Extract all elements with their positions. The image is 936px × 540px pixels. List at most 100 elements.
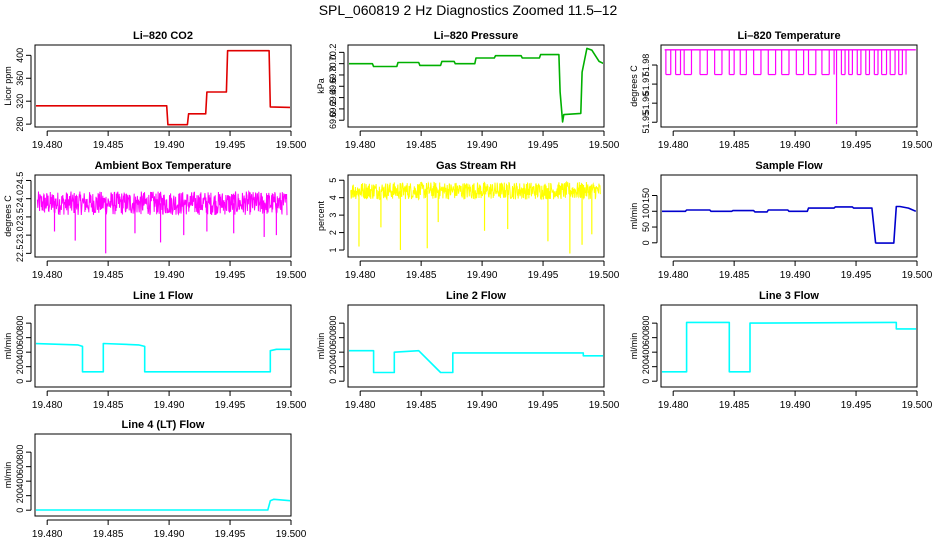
x-tick-label: 19.490 [154,529,185,540]
x-tick-label: 19.495 [841,270,872,281]
series-group [36,498,290,511]
y-tick-label: 2 [328,230,338,235]
chart-title: Line 3 Flow [759,290,819,302]
x-tick-label: 19.490 [467,140,498,151]
x-tick-label: 19.490 [780,270,811,281]
series-line [349,349,603,374]
y-tick-label: 800 [15,445,25,460]
x-tick-label: 19.495 [215,400,246,411]
chart-panel: Line 1 Flow 19.480 19.485 19.490 19.495 19.50… [3,290,307,411]
y-tick-label: 0 [641,379,651,384]
plot-frame [347,44,605,128]
x-tick-label: 19.490 [467,270,498,281]
x-tick-label: 19.495 [841,400,872,411]
chart-title: Line 2 Flow [446,290,506,302]
chart-title: Line 4 (LT) Flow [122,419,205,431]
y-tick-label: 400 [15,474,25,489]
series-group [349,349,603,374]
plot-frame [34,44,292,128]
x-tick-label: 19.485 [406,270,437,281]
y-tick-label: 0 [328,379,338,384]
series-group [350,180,601,254]
y-tick-label: 200 [328,359,338,374]
chart-panel: Gas Stream RH 19.480 19.485 19.490 19.495 19.… [316,160,620,281]
series-band [350,180,601,201]
y-tick-label: 600 [328,330,338,345]
y-tick-label: 0 [641,240,651,245]
plot-frame [347,304,605,388]
y-tick-label: 200 [641,359,651,374]
y-tick-label: 51.98 [641,54,651,77]
chart-title: Gas Stream RH [436,160,516,172]
series-line [36,49,290,126]
y-tick-label: 69.0 [328,111,338,129]
x-tick-label: 19.480 [32,270,63,281]
y-tick-label: 800 [328,316,338,331]
y-tick-label: 1 [328,248,338,253]
chart-title: Li–820 Temperature [737,30,840,42]
y-tick-label: 280 [15,117,25,132]
x-tick-label: 19.485 [93,529,124,540]
chart-title: Li–820 Pressure [434,30,518,42]
x-tick-label: 19.480 [345,400,376,411]
x-tick-label: 19.480 [32,529,63,540]
plot-frame [660,44,918,128]
plot-frame [34,174,292,258]
x-tick-label: 19.480 [32,400,63,411]
y-tick-label: 69.4 [328,89,338,107]
y-tick-label: 24.5 [15,172,25,190]
y-tick-label: 360 [15,71,25,86]
plot-frame [34,433,292,517]
chart-panel: Line 4 (LT) Flow 19.480 19.485 19.490 19.495… [3,419,307,540]
series-group [662,321,916,373]
y-tick-label: 22.5 [15,245,25,263]
y-tick-label: 70.0 [328,55,338,73]
x-tick-label: 19.480 [658,270,689,281]
x-tick-label: 19.495 [528,270,559,281]
series-group [36,49,290,126]
y-tick-label: 0 [15,379,25,384]
x-tick-label: 19.500 [276,400,307,411]
x-tick-label: 19.500 [589,140,620,151]
x-tick-label: 19.485 [719,400,750,411]
plot-frame [347,174,605,258]
x-tick-label: 19.495 [528,140,559,151]
series-line [349,47,603,123]
y-tick-label: 69.6 [328,78,338,96]
chart-panel: Line 2 Flow 19.480 19.485 19.490 19.495 19.50… [316,290,620,411]
y-tick-label: 320 [15,94,25,109]
chart-title: Line 1 Flow [133,290,193,302]
x-tick-label: 19.485 [93,140,124,151]
y-tick-label: 51.97 [641,73,651,96]
x-tick-label: 19.500 [902,270,933,281]
y-tick-label: 69.8 [328,66,338,84]
x-tick-label: 19.485 [719,270,750,281]
x-tick-label: 19.490 [780,140,811,151]
chart-panel: Li–820 CO2 19.480 19.485 19.490 19.495 19.500… [3,30,307,151]
plot-frame [660,174,918,258]
chart-panel: Li–820 Pressure 19.480 19.485 19.490 19.495 1… [316,30,620,151]
y-tick-label: 400 [641,345,651,360]
x-tick-label: 19.490 [154,140,185,151]
plot-frame [34,304,292,388]
x-tick-label: 19.500 [589,270,620,281]
x-tick-label: 19.480 [32,140,63,151]
y-tick-label: 69.2 [328,100,338,118]
series-group [662,205,916,244]
y-tick-label: 800 [15,316,25,331]
x-tick-label: 19.495 [528,400,559,411]
chart-panel: Ambient Box Temperature 19.480 19.485 19.49… [3,160,307,281]
y-tick-label: 23.5 [15,208,25,226]
y-axis-label: ml/min [3,462,13,489]
chart-panel: Line 3 Flow 19.480 19.485 19.490 19.495 19.50… [629,290,933,411]
y-tick-label: 24.0 [15,190,25,208]
x-tick-label: 19.500 [276,270,307,281]
series-line [36,498,290,511]
series-line [662,321,916,373]
y-axis-label: Licor ppm [3,66,13,106]
y-tick-label: 600 [15,330,25,345]
y-axis-label: ml/min [629,333,639,360]
y-tick-label: 600 [641,330,651,345]
y-tick-label: 70.2 [328,44,338,62]
x-tick-label: 19.485 [93,270,124,281]
